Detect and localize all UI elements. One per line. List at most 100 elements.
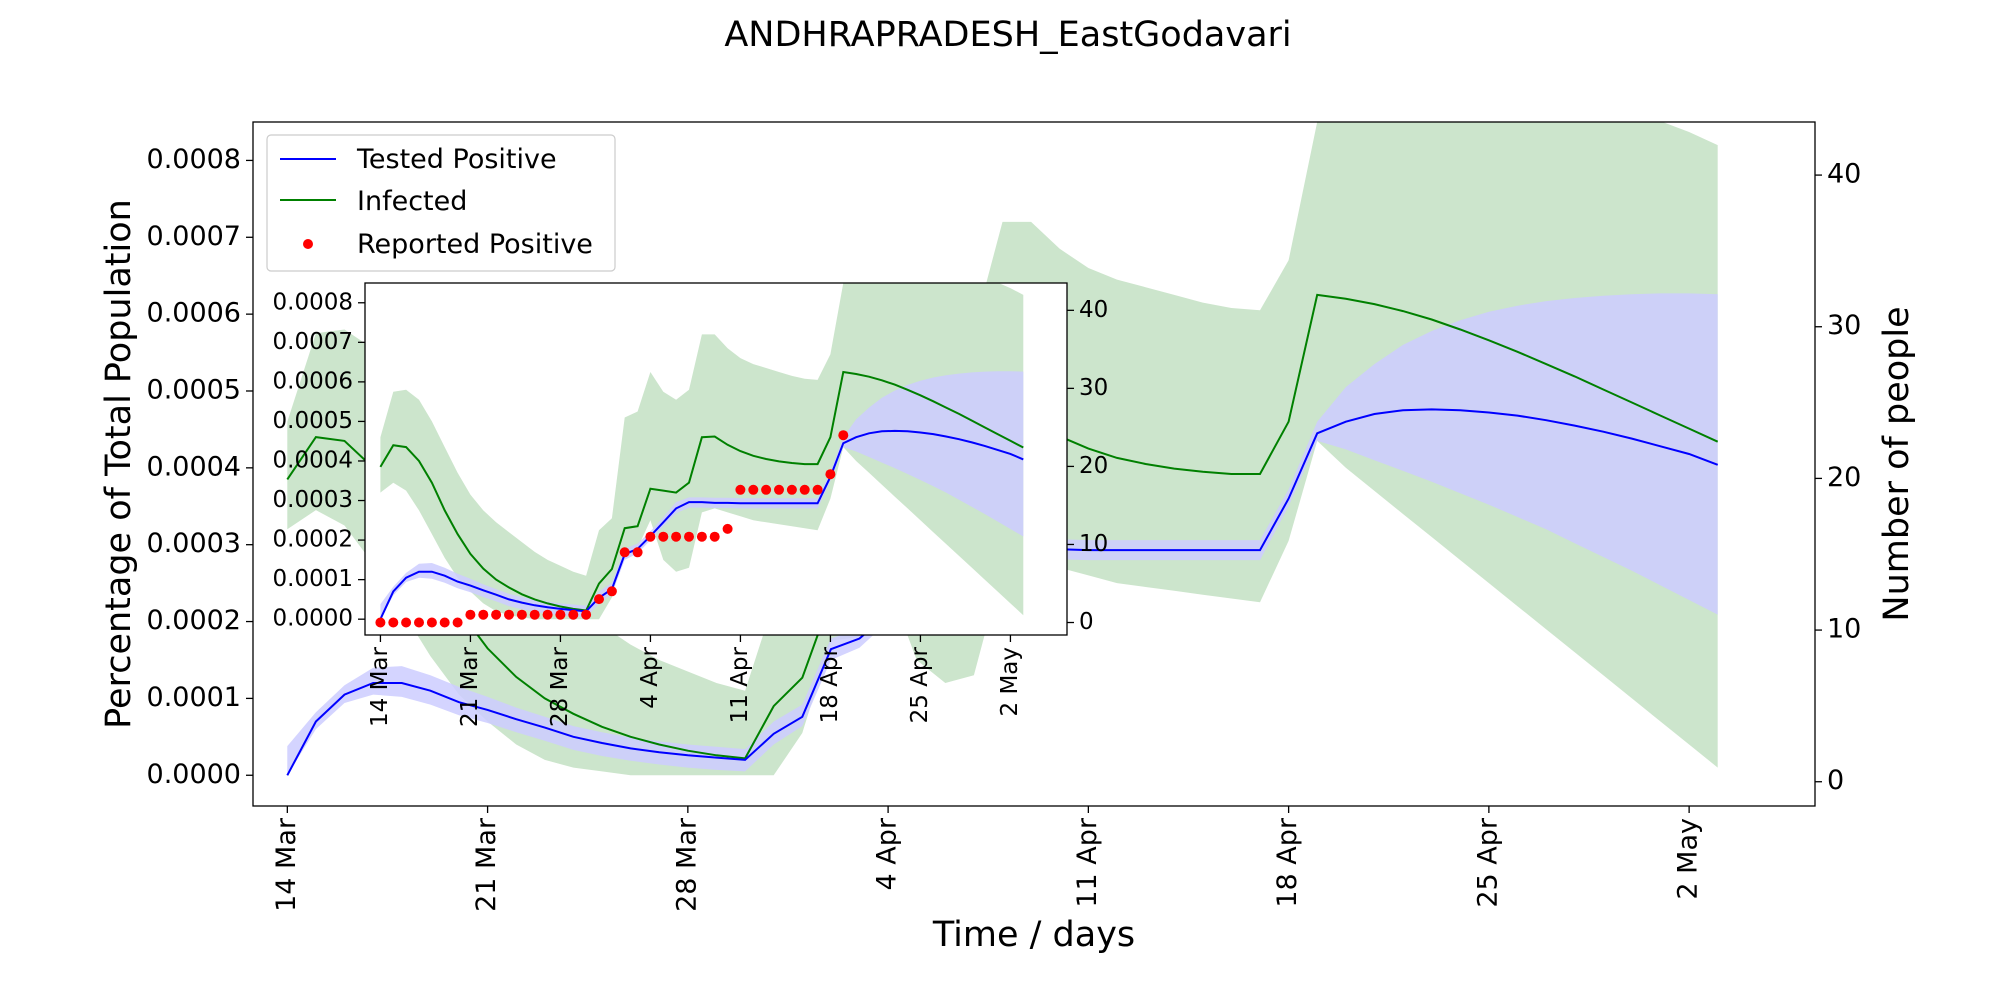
main-plot-frame xyxy=(252,121,1816,807)
reported-positive-point xyxy=(748,484,759,495)
legend: Tested Positive Infected Reported Positi… xyxy=(266,134,616,272)
inset-y2-ticks: 0 10 20 30 40 xyxy=(1067,297,1108,635)
main-x-tick-label: 25 Apr xyxy=(1472,817,1503,908)
reported-positive-point xyxy=(555,609,566,620)
inset-y2-tick-label: 30 xyxy=(1079,375,1108,401)
main-y2-tick-label: 30 xyxy=(1827,310,1861,341)
main-y-tick-label: 0.0005 xyxy=(147,374,241,405)
reported-positive-point xyxy=(478,609,489,620)
inset-y-tick-label: 0.0006 xyxy=(273,368,353,394)
main-x-tick-label: 28 Mar xyxy=(671,817,702,912)
chart-title: ANDHRAPRADESH_EastGodavari xyxy=(724,15,1291,55)
y-axis-label: Percentage of Total Population xyxy=(99,199,139,729)
reported-positive-point xyxy=(606,586,617,597)
inset-plot-frame xyxy=(364,282,1068,636)
inset-infected-band xyxy=(380,283,1024,620)
legend-box xyxy=(266,134,616,272)
reported-positive-point xyxy=(504,609,514,620)
reported-positive-point xyxy=(696,531,707,542)
reported-positive-point xyxy=(529,609,540,620)
legend-reported-marker xyxy=(303,239,313,249)
inset-y-tick-label: 0.0002 xyxy=(273,527,353,553)
reported-positive-point xyxy=(375,617,386,628)
main-y2-tick-label: 10 xyxy=(1827,614,1861,645)
legend-reported-label: Reported Positive xyxy=(357,229,593,260)
reported-positive-point xyxy=(645,531,656,542)
reported-positive-point xyxy=(735,484,746,495)
inset-x-tick-label: 4 Apr xyxy=(637,646,663,708)
main-y-tick-label: 0.0000 xyxy=(147,759,241,790)
inset-x-tick-label: 21 Mar xyxy=(457,646,483,727)
reported-positive-point xyxy=(491,609,502,620)
main-x-tick-label: 14 Mar xyxy=(271,817,302,912)
main-x-tick-label: 11 Apr xyxy=(1072,817,1103,908)
main-x-tick-label: 4 Apr xyxy=(872,817,903,890)
reported-positive-point xyxy=(465,609,476,620)
main-tested-band xyxy=(287,293,1718,776)
reported-positive-point xyxy=(401,617,412,628)
y2-axis-label: Number of people xyxy=(1877,306,1917,621)
reported-positive-point xyxy=(388,617,399,628)
inset-y-tick-label: 0.0003 xyxy=(273,487,353,513)
reported-positive-point xyxy=(581,609,592,620)
reported-positive-point xyxy=(516,609,527,620)
inset-y-tick-label: 0.0000 xyxy=(273,606,353,632)
inset-x-tick-label: 28 Mar xyxy=(547,646,573,727)
reported-positive-point xyxy=(542,609,553,620)
inset-y-tick-label: 0.0001 xyxy=(273,566,353,592)
main-x-tick-label: 18 Apr xyxy=(1272,817,1303,908)
reported-positive-point xyxy=(426,617,437,628)
reported-positive-point xyxy=(825,469,836,480)
main-y-tick-label: 0.0002 xyxy=(147,605,241,636)
inset-y2-tick-label: 0 xyxy=(1079,609,1094,635)
reported-positive-point xyxy=(671,531,682,542)
reported-positive-point xyxy=(799,484,810,495)
inset-x-ticks: 14 Mar 21 Mar 28 Mar 4 Apr 11 Apr 18 Apr 25 Ap… xyxy=(367,635,1023,727)
reported-positive-point xyxy=(439,617,450,628)
inset-y2-tick-label: 20 xyxy=(1079,453,1108,479)
main-y-tick-label: 0.0007 xyxy=(147,221,241,252)
main-y-tick-label: 0.0008 xyxy=(147,144,241,175)
main-y-tick-label: 0.0001 xyxy=(147,682,241,713)
inset-points xyxy=(375,430,849,628)
inset-x-tick-label: 11 Apr xyxy=(727,646,753,723)
main-y2-tick-label: 20 xyxy=(1827,462,1861,493)
inset-y-ticks: 0.0000 0.0001 0.0002 0.0003 0.0004 0.0005 0.00… xyxy=(273,289,365,632)
main-x-tick-label: 21 Mar xyxy=(471,817,502,912)
reported-positive-point xyxy=(414,617,424,628)
reported-positive-point xyxy=(812,484,823,495)
inset-x-tick-label: 25 Apr xyxy=(907,646,933,723)
inset-y2-tick-label: 10 xyxy=(1079,531,1108,557)
inset-x-tick-label: 2 May xyxy=(997,647,1023,717)
reported-positive-point xyxy=(632,547,643,558)
inset-y-tick-label: 0.0008 xyxy=(273,289,353,315)
inset-y2-tick-label: 40 xyxy=(1079,297,1108,323)
main-y-ticks: 0.0000 0.0001 0.0002 0.0003 0.0004 0.0005 0.00… xyxy=(147,144,253,790)
main-y2-ticks: 0 10 20 30 40 xyxy=(1815,159,1861,796)
reported-positive-point xyxy=(684,531,694,542)
inset-tested-line xyxy=(379,429,1024,620)
main-y-tick-label: 0.0003 xyxy=(147,528,241,559)
main-y-tick-label: 0.0006 xyxy=(147,298,241,329)
inset-tested-band xyxy=(380,371,1024,620)
reported-positive-point xyxy=(594,594,604,605)
reported-positive-point xyxy=(452,617,463,628)
reported-positive-point xyxy=(838,430,849,441)
legend-infected-label: Infected xyxy=(357,186,467,217)
inset-bands xyxy=(380,283,1024,620)
legend-tested-label: Tested Positive xyxy=(356,144,557,175)
reported-positive-point xyxy=(619,547,630,558)
reported-positive-point xyxy=(761,484,772,495)
inset-x-tick-label: 14 Mar xyxy=(367,646,393,727)
main-y2-tick-label: 40 xyxy=(1827,159,1861,190)
reported-positive-point xyxy=(774,484,784,495)
inset-x-tick-label: 18 Apr xyxy=(817,646,843,723)
reported-positive-point xyxy=(786,484,797,495)
main-x-ticks: 14 Mar 21 Mar 28 Mar 4 Apr 11 Apr 18 Apr 25 Ap… xyxy=(271,806,1704,912)
reported-positive-point xyxy=(568,609,579,620)
main-x-tick-label: 2 May xyxy=(1673,818,1704,900)
main-y-tick-label: 0.0004 xyxy=(147,451,241,482)
inset-y-tick-label: 0.0005 xyxy=(273,408,353,434)
reported-positive-point xyxy=(722,523,733,534)
inset-infected-line xyxy=(379,370,1024,612)
